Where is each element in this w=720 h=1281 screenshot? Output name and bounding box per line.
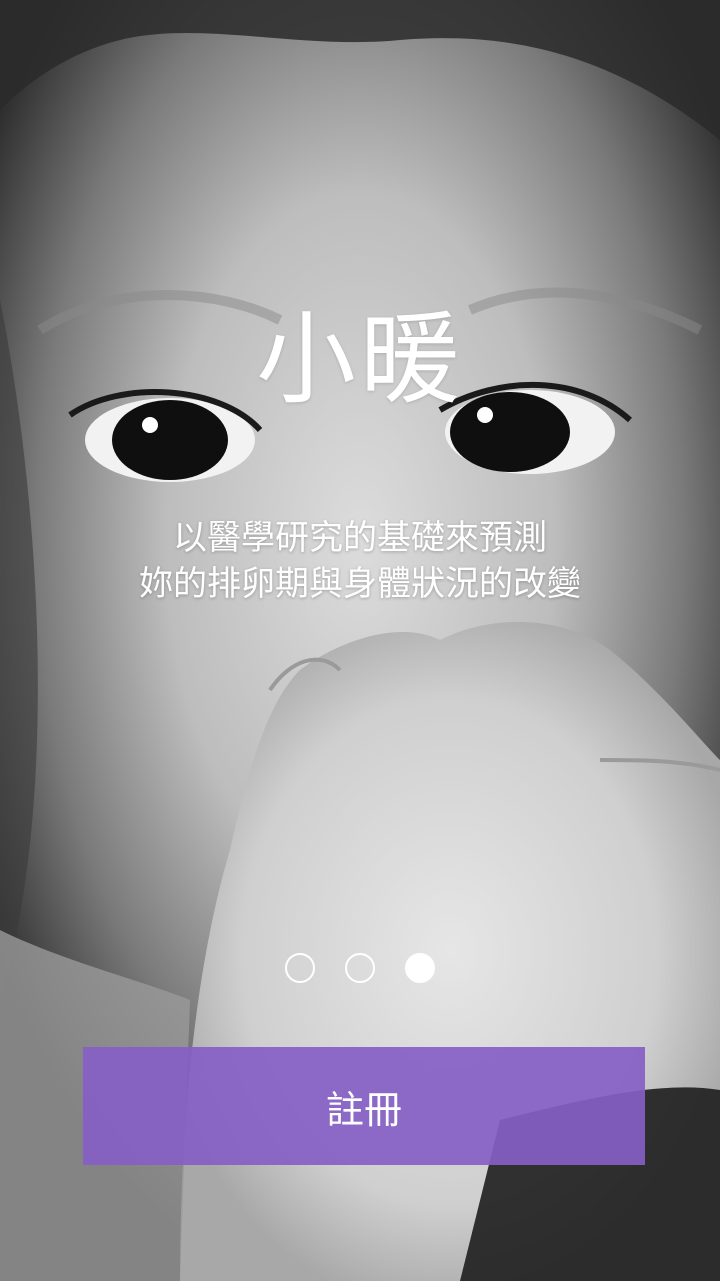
page-dot-1[interactable] (285, 953, 315, 983)
tagline-line-1: 以醫學研究的基礎來預測 (173, 518, 547, 558)
app-title: 小暖 (256, 301, 464, 418)
tagline-line-2: 妳的排卵期與身體狀況的改變 (139, 564, 581, 604)
page-indicator (0, 953, 720, 983)
page-dot-3-active[interactable] (405, 953, 435, 983)
tagline: 以醫學研究的基礎來預測 妳的排卵期與身體狀況的改變 (0, 515, 720, 607)
register-button[interactable]: 註冊 (83, 1047, 645, 1165)
page-dot-2[interactable] (345, 953, 375, 983)
